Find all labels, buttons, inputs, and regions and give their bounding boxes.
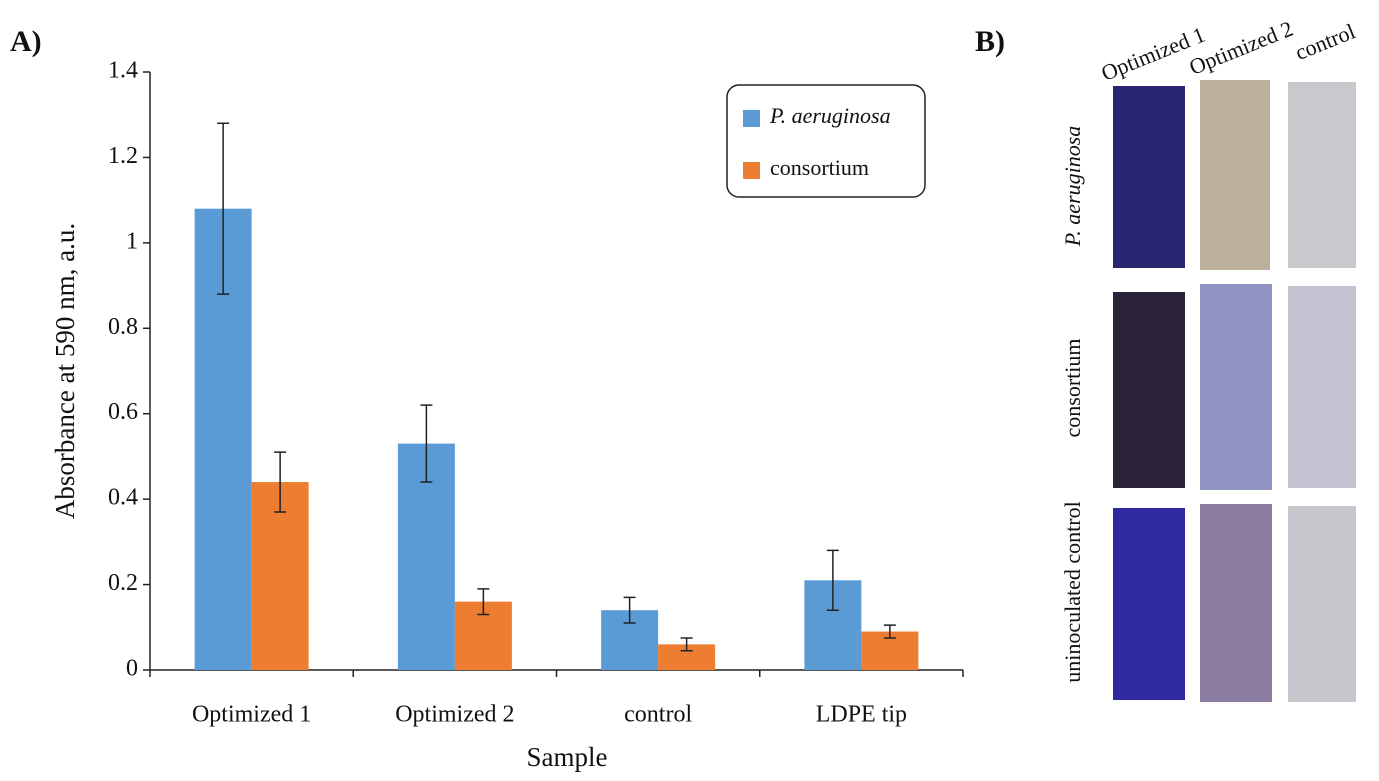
- x-axis-title: Sample: [527, 742, 608, 772]
- legend-swatch: [743, 162, 760, 179]
- photo: [1288, 286, 1356, 488]
- row-label: uninoculated control: [1060, 501, 1085, 682]
- y-tick-label: 1: [126, 228, 138, 254]
- y-tick-label: 0.4: [108, 485, 138, 511]
- error-bar: [274, 451, 287, 513]
- y-tick-label: 0.6: [108, 399, 138, 425]
- x-tick-label: control: [624, 702, 692, 728]
- panel-label: B): [975, 25, 1005, 58]
- photo: [1288, 506, 1356, 702]
- column-label: control: [1292, 18, 1359, 65]
- bar: [251, 482, 309, 670]
- error-bar: [826, 549, 839, 611]
- error-bar: [217, 122, 230, 295]
- error-bar: [477, 588, 490, 616]
- error-bar: [883, 624, 896, 639]
- y-tick-label: 0: [126, 656, 138, 682]
- photo: [1200, 284, 1272, 490]
- photo: [1113, 86, 1185, 268]
- error-bar: [680, 637, 693, 652]
- photo: [1200, 80, 1270, 270]
- panel-label: A): [10, 25, 42, 58]
- x-tick-label: Optimized 1: [192, 702, 311, 728]
- photo: [1200, 504, 1272, 702]
- legend-box: [726, 84, 926, 198]
- photo: [1288, 82, 1356, 268]
- error-bar: [623, 596, 636, 624]
- y-tick-label: 1.4: [108, 58, 138, 84]
- error-bar: [420, 404, 433, 483]
- legend-label: consortium: [770, 155, 869, 180]
- photo: [1113, 292, 1185, 488]
- x-tick-label: LDPE tip: [816, 702, 907, 728]
- y-tick-label: 0.2: [108, 570, 138, 596]
- legend-label: P. aeruginosa: [769, 103, 891, 128]
- y-tick-label: 0.8: [108, 314, 138, 340]
- legend-swatch: [743, 110, 760, 127]
- row-label: consortium: [1060, 339, 1085, 438]
- x-tick-label: Optimized 2: [395, 702, 514, 728]
- row-label: P. aeruginosa: [1060, 126, 1085, 248]
- photo: [1113, 508, 1185, 700]
- y-axis-title: Absorbance at 590 nm, a.u.: [50, 223, 80, 519]
- column-label: Optimized 2: [1186, 16, 1297, 80]
- y-tick-label: 1.2: [108, 143, 138, 169]
- photo-panel: [1113, 80, 1356, 702]
